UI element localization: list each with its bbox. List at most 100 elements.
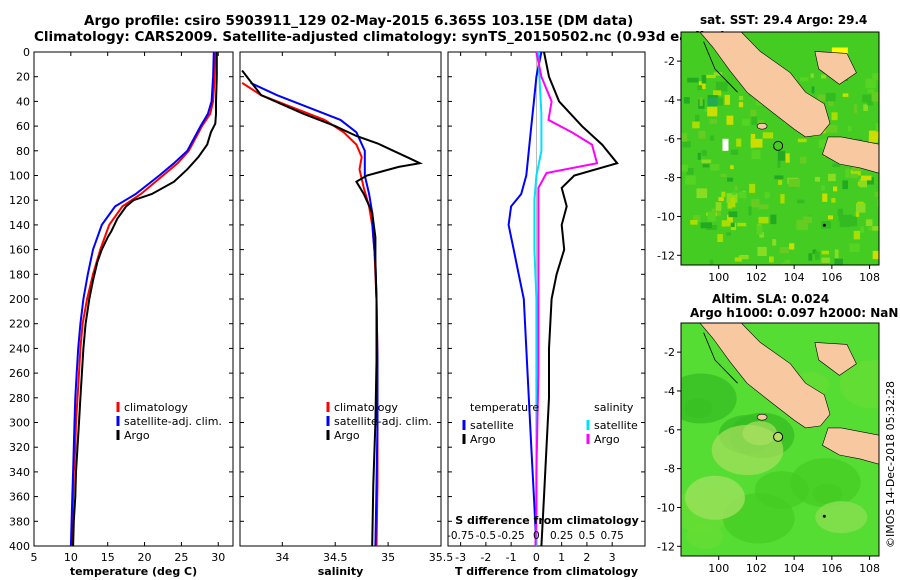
sst-cell <box>697 152 701 160</box>
sst-cell <box>828 173 836 182</box>
legend-label: satellite <box>594 419 638 432</box>
legend-label: satellite-adj. clim. <box>124 415 222 428</box>
sst-cell <box>764 192 770 199</box>
y-tick-label: -8 <box>664 172 675 185</box>
sst-cell <box>751 199 760 208</box>
x-tick-label: 34 <box>275 551 289 564</box>
sst-cell <box>778 180 783 185</box>
sla-blob <box>684 475 745 520</box>
x-tick-label: 30 <box>211 551 225 564</box>
sst-cell <box>784 259 791 264</box>
sst-cell <box>837 208 843 216</box>
x-tick-label: 5 <box>31 551 38 564</box>
y-tick-label: 240 <box>9 342 30 355</box>
sst-cell <box>711 208 721 217</box>
sst-cell <box>687 77 699 83</box>
series-line-satellite-adj-clim- <box>69 51 215 547</box>
sst-cell <box>737 222 747 227</box>
sst-cell <box>696 188 708 199</box>
sst-cell <box>799 156 807 164</box>
sst-cell <box>748 206 752 216</box>
salinity-diff-tick-label: -0.5 <box>476 530 497 542</box>
sst-cell <box>774 175 784 180</box>
sst-cell <box>769 256 774 263</box>
sst-cell <box>762 132 774 139</box>
y-tick-label: 400 <box>9 540 30 553</box>
sst-cell <box>854 104 858 114</box>
sst-cell <box>701 150 707 156</box>
sst-cell <box>707 211 716 222</box>
sst-cell <box>702 164 710 168</box>
bangka-island <box>814 51 857 85</box>
sst-cell <box>701 159 712 163</box>
sst-cell <box>731 191 737 195</box>
y-tick-label: -2 <box>664 346 675 359</box>
legend-title-salinity: salinity <box>594 401 634 414</box>
sst-cell <box>739 95 744 101</box>
title-line-2: Climatology: CARS2009. Satellite-adjuste… <box>34 29 727 45</box>
sst-cell <box>824 124 837 132</box>
map-content <box>681 32 879 265</box>
sst-cell <box>757 246 767 256</box>
sst-cell <box>828 97 834 106</box>
y-tick-label: 300 <box>9 417 30 430</box>
sst-cell <box>810 73 814 78</box>
sst-cell <box>812 249 817 254</box>
y-tick-label: 320 <box>9 441 30 454</box>
sst-cell <box>865 78 876 89</box>
series-line-t-argo <box>540 51 619 547</box>
x-tick-label: -2 <box>480 551 491 564</box>
sst-cell <box>856 203 866 213</box>
sst-cell <box>730 165 734 170</box>
sst-cell <box>756 225 763 235</box>
legend-label: Argo <box>334 429 360 442</box>
legend-label: Argo <box>124 429 150 442</box>
sla-blob <box>711 424 784 476</box>
sst-cell <box>877 199 879 207</box>
sst-cell <box>734 257 742 262</box>
x-tick-label: 10 <box>64 551 78 564</box>
sst-cell <box>690 220 698 225</box>
sst-cell <box>683 97 690 104</box>
sst-cell <box>698 81 706 89</box>
sst-cell <box>685 175 696 185</box>
temperature-panel: 0 20 40 60 80 100 120 140 160 180 200 220 240 260 280 3… <box>9 46 234 578</box>
sst-cell <box>859 179 867 188</box>
sla-blob <box>812 483 843 505</box>
sst-cell <box>860 226 864 233</box>
x-tick-label: 35.5 <box>429 551 454 564</box>
sst-cell <box>715 81 728 92</box>
series-line-t-satellite <box>507 51 543 547</box>
series-line-s-argo <box>534 51 599 547</box>
x-tick-label: 108 <box>859 271 880 284</box>
y-tick-label: 260 <box>9 367 30 380</box>
sst-cell <box>811 86 815 94</box>
legend-label: climatology <box>334 401 398 414</box>
difference-panel: -3 -2 -1 0 1 2 3T difference from climatology t… <box>447 51 646 578</box>
java-landmass <box>822 427 879 465</box>
sst-cell <box>697 85 703 91</box>
sst-cell <box>730 197 736 208</box>
y-tick-label: -12 <box>657 249 675 262</box>
y-tick-label: -12 <box>657 540 675 553</box>
enggano-island <box>756 413 768 421</box>
sst-cell <box>821 74 827 79</box>
sst-cell <box>875 123 879 132</box>
sst-cell <box>849 243 860 252</box>
x-tick-label: 104 <box>784 271 805 284</box>
map-frame <box>680 31 880 266</box>
sst-cell <box>738 102 744 108</box>
legend-label: satellite-adj. clim. <box>334 415 432 428</box>
sst-cell <box>841 214 853 225</box>
x-tick-label: -1 <box>506 551 517 564</box>
sst-cell <box>865 219 873 227</box>
sst-cell <box>718 197 724 201</box>
sst-cell <box>850 173 858 179</box>
sst-cell <box>728 211 738 218</box>
sst-cell <box>693 215 701 222</box>
x-tick-label: 20 <box>138 551 152 564</box>
sst-cell <box>845 168 850 178</box>
series-line-satellite-adj-clim- <box>250 81 379 547</box>
sst-cell <box>734 186 738 191</box>
x-axis-label: salinity <box>318 565 364 578</box>
